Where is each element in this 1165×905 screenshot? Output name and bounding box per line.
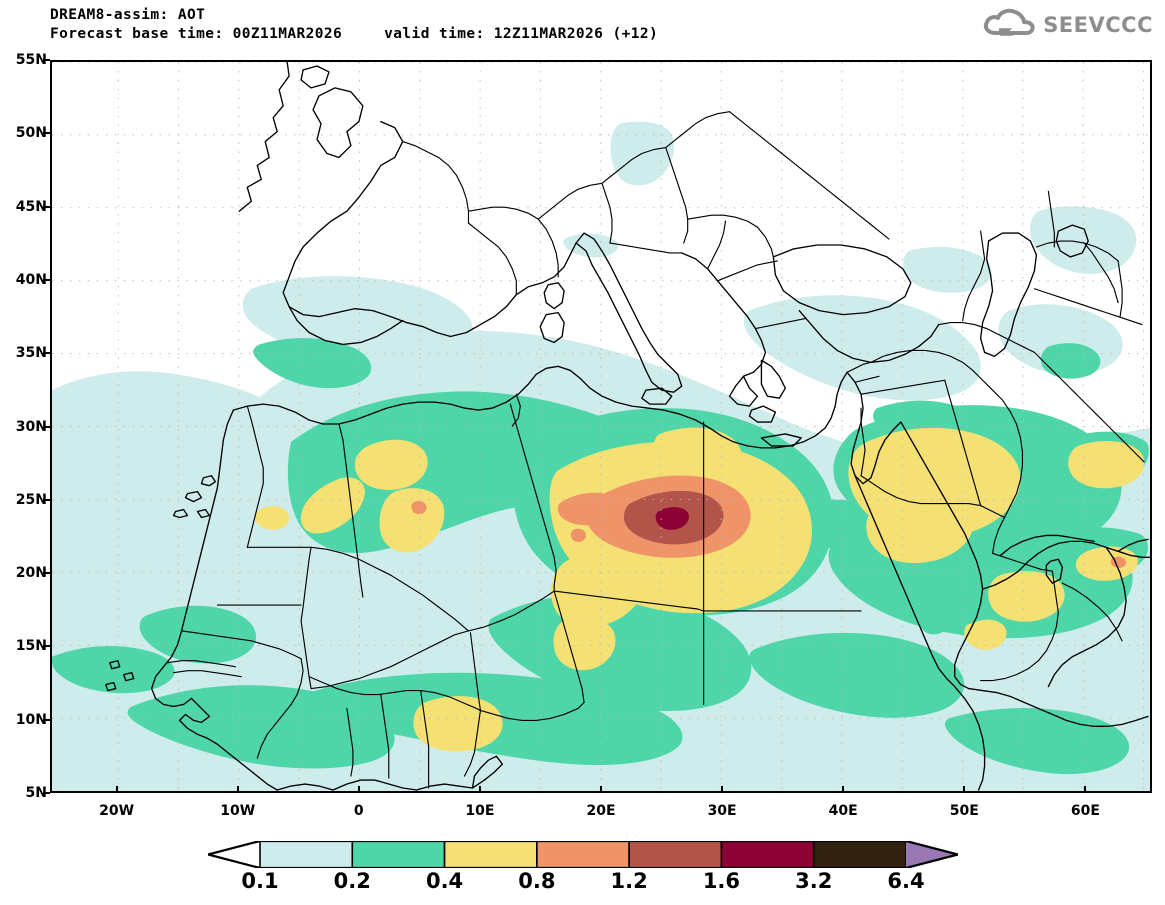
colorbar-swatch[interactable] xyxy=(812,841,907,868)
colorbar-tick-label: 3.2 xyxy=(795,869,833,893)
lat-tick-label: 35N xyxy=(15,345,47,362)
lon-tick-mark xyxy=(600,786,602,793)
lon-tick-label: 40E xyxy=(828,803,858,819)
lat-tick-mark xyxy=(43,205,50,208)
lon-tick-label: 20W xyxy=(99,803,135,819)
lat-tick-mark xyxy=(43,59,50,61)
lon-tick-mark xyxy=(236,786,239,793)
lat-tick-mark xyxy=(43,498,50,501)
aot-map[interactable] xyxy=(52,62,1150,791)
colorbar-swatch[interactable] xyxy=(536,841,630,868)
logo-text: SEEVCCC xyxy=(1043,13,1153,37)
colorbar-tick-labels: 0.1 0.2 0.4 0.8 1.2 1.6 3.2 6.4 xyxy=(208,869,958,897)
colorbar-tick-label: 0.2 xyxy=(333,869,371,893)
colorbar-swatch[interactable] xyxy=(720,841,815,868)
aot-contour-fills xyxy=(52,121,1150,791)
map-plot-area[interactable] xyxy=(50,60,1152,793)
lon-tick-mark xyxy=(721,786,724,793)
seevccc-logo: SEEVCCC xyxy=(982,8,1153,42)
colorbar-tick-label: 1.6 xyxy=(702,869,741,893)
forecast-base-label: Forecast base time: xyxy=(50,26,224,42)
lon-tick-mark xyxy=(842,786,845,793)
valid-time-value: 12Z11MAR2026 xyxy=(493,26,604,42)
colorbar-swatches[interactable] xyxy=(208,841,958,868)
lat-tick-mark xyxy=(43,278,50,281)
colorbar-tick-label: 1.2 xyxy=(610,869,648,893)
lat-tick-label: 30N xyxy=(15,418,47,435)
valid-time-label: valid time: xyxy=(384,26,485,42)
lon-tick-label: 30E xyxy=(707,803,737,819)
lon-tick-mark xyxy=(357,786,360,793)
colorbar-tick-label: 6.4 xyxy=(887,869,925,893)
lon-tick-mark xyxy=(115,786,118,793)
lat-tick-label: 25N xyxy=(15,491,47,508)
map-gridlines xyxy=(52,62,1150,791)
aot-colorbar[interactable] xyxy=(208,841,958,868)
colorbar-swatch[interactable] xyxy=(443,841,538,868)
lat-tick-label: 20N xyxy=(15,565,47,582)
colorbar-swatch[interactable] xyxy=(259,841,354,868)
lat-tick-mark xyxy=(43,132,50,135)
lon-tick-label: 20E xyxy=(586,803,616,819)
lat-tick-label: 40N xyxy=(15,271,47,288)
lon-tick-label: 0 xyxy=(353,803,364,819)
lon-tick-mark xyxy=(478,786,481,793)
colorbar-tick-label: 0.1 xyxy=(241,869,279,893)
lat-tick-label: 45N xyxy=(15,198,47,215)
lat-tick-mark xyxy=(43,352,50,355)
lat-tick-label: 5N xyxy=(25,785,47,801)
chart-header: DREAM8-assim: AOT Forecast base time: 00… xyxy=(50,6,950,44)
lat-tick-label: 50N xyxy=(15,125,47,142)
colorbar-tick-label: 0.4 xyxy=(425,869,464,893)
colorbar-tick-label: 0.8 xyxy=(518,869,556,893)
lat-tick-mark xyxy=(43,425,50,428)
lat-tick-mark xyxy=(43,718,50,721)
colorbar-under-arrow xyxy=(208,841,260,868)
forecast-base-value: 00Z11MAR2026 xyxy=(232,26,343,42)
lead-time-value: (+12) xyxy=(612,26,659,42)
cloud-icon xyxy=(982,8,1036,42)
lat-tick-mark xyxy=(43,792,50,794)
lon-tick-label: 10E xyxy=(465,803,495,819)
lat-tick-label: 10N xyxy=(15,711,47,728)
lon-tick-label: 10W xyxy=(220,803,256,819)
colorbar-swatch[interactable] xyxy=(351,841,446,868)
map-coastlines-borders xyxy=(105,62,1150,791)
lon-tick-mark xyxy=(963,786,966,793)
lon-tick-mark xyxy=(1084,786,1087,793)
lat-tick-mark xyxy=(43,572,50,575)
model-title: DREAM8-assim: AOT xyxy=(50,7,206,23)
lat-tick-mark xyxy=(43,645,50,648)
colorbar-over-arrow xyxy=(906,841,958,868)
time-line: Forecast base time: 00Z11MAR2026 valid ti… xyxy=(50,25,950,44)
lat-tick-label: 55N xyxy=(15,52,47,68)
lat-tick-label: 15N xyxy=(15,638,47,655)
lon-tick-label: 60E xyxy=(1070,803,1100,819)
colorbar-swatch[interactable] xyxy=(628,841,723,868)
lon-tick-label: 50E xyxy=(949,803,979,819)
